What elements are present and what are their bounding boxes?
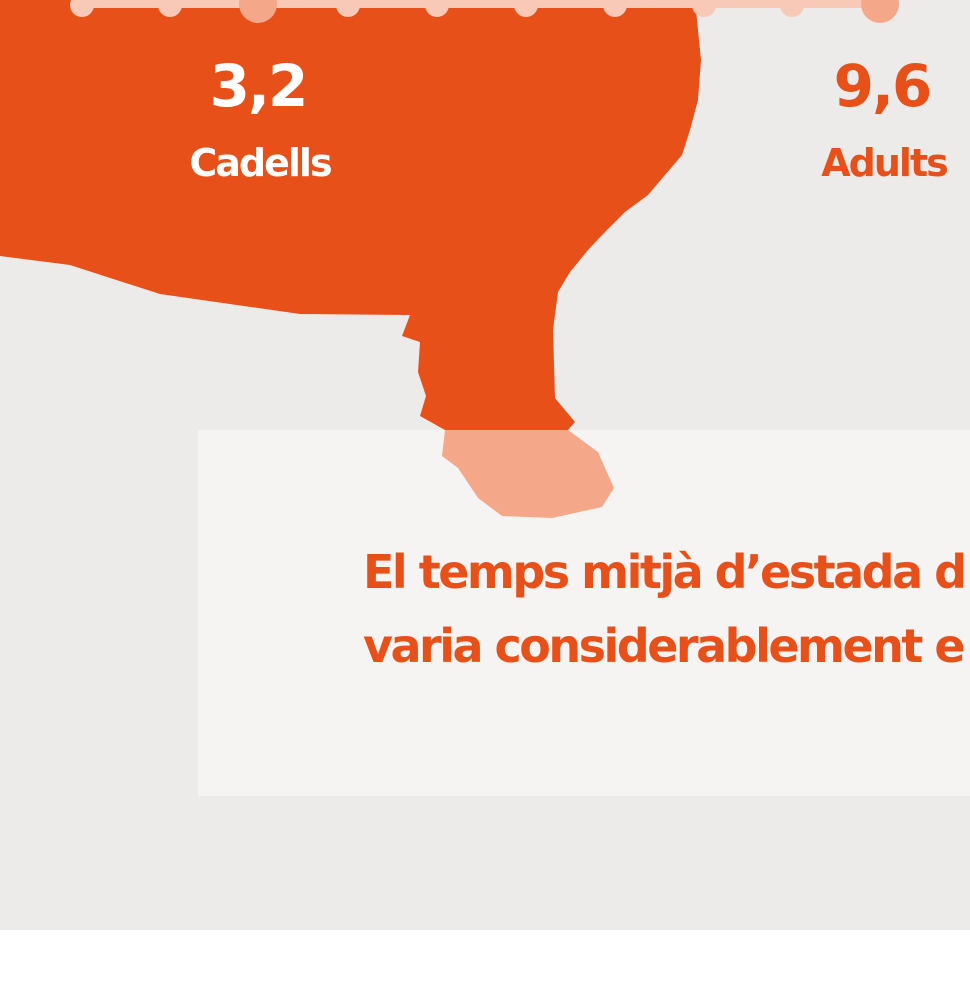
scale-dot — [780, 0, 804, 17]
scale-line — [82, 0, 880, 8]
dog-silhouette — [0, 0, 701, 430]
scale-dots — [70, 0, 804, 17]
scale-dot — [336, 0, 360, 17]
scale-dot — [692, 0, 716, 17]
value: 9,6 — [834, 52, 931, 120]
headline: El temps mitjà d’estada d — [363, 545, 965, 599]
headline: varia considerablement e — [363, 619, 963, 673]
label: Cadells — [189, 141, 331, 185]
dog-paw — [442, 430, 614, 518]
scale-dot — [603, 0, 627, 17]
value: 3,2 — [210, 52, 307, 120]
scale-dot — [70, 0, 94, 17]
scale-marker — [861, 0, 899, 23]
scale-dot — [514, 0, 538, 17]
scale-dot — [425, 0, 449, 17]
label: Adults — [821, 141, 947, 185]
footer-space — [0, 930, 970, 988]
scale-marker — [239, 0, 277, 23]
scale-dot — [158, 0, 182, 17]
